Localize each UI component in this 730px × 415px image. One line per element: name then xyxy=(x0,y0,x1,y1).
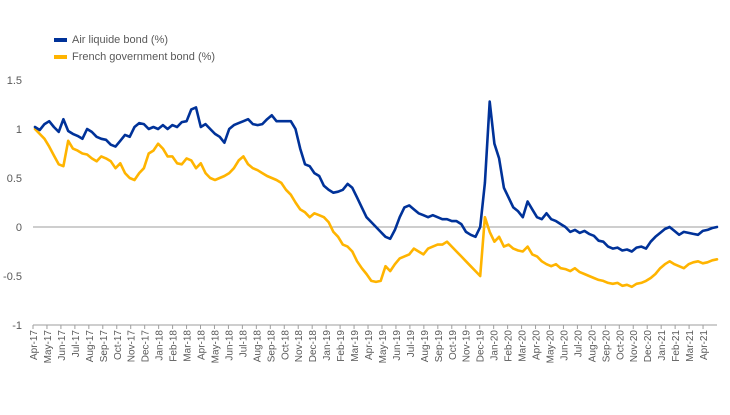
x-tick-label: Apr-19 xyxy=(364,330,375,360)
x-tick-label: Jan-18 xyxy=(155,330,166,361)
x-tick-label: Feb-20 xyxy=(504,330,515,362)
y-tick-label: 0.5 xyxy=(7,173,22,185)
x-tick-label: Nov-19 xyxy=(462,330,473,363)
x-tick-label: Jul-18 xyxy=(238,330,249,358)
x-tick-label: Apr-21 xyxy=(699,330,710,360)
x-tick-label: Sep-18 xyxy=(266,330,277,363)
x-tick-label: Apr-17 xyxy=(29,330,40,360)
x-tick-label: Dec-17 xyxy=(141,330,152,363)
x-tick-label: Nov-17 xyxy=(127,330,138,363)
series-line-french-government xyxy=(33,127,719,289)
x-tick-label: Jun-18 xyxy=(224,330,235,361)
x-tick-label: Aug-17 xyxy=(85,330,96,363)
x-tick-label: Mar-21 xyxy=(685,330,696,362)
y-tick-label: 1 xyxy=(16,124,22,136)
x-tick-label: Oct-20 xyxy=(615,330,626,360)
chart-legend: Air liquide bond (%) French government b… xyxy=(54,31,215,65)
x-tick-label: Feb-18 xyxy=(169,330,180,362)
legend-swatch-air-liquide xyxy=(54,37,67,42)
x-tick-label: Feb-19 xyxy=(336,330,347,362)
x-tick-label: Sep-20 xyxy=(601,330,612,363)
x-tick-label: May-19 xyxy=(378,330,389,364)
legend-item-air-liquide: Air liquide bond (%) xyxy=(54,31,215,48)
x-tick-label: Apr-20 xyxy=(532,330,543,360)
x-tick-label: Nov-18 xyxy=(294,330,305,363)
x-tick-label: Sep-19 xyxy=(434,330,445,363)
x-tick-label: May-20 xyxy=(545,330,556,364)
x-tick-label: Apr-18 xyxy=(197,330,208,360)
x-tick-label: May-17 xyxy=(43,330,54,364)
x-tick-label: May-18 xyxy=(210,330,221,364)
legend-label-air-liquide: Air liquide bond (%) xyxy=(72,33,168,46)
x-tick-label: Nov-20 xyxy=(629,330,640,363)
legend-swatch-french-government xyxy=(54,54,67,59)
x-tick-label: Mar-18 xyxy=(183,330,194,362)
x-tick-label: Jun-19 xyxy=(392,330,403,361)
x-tick-label: Jun-17 xyxy=(57,330,68,361)
y-tick-label: 1.5 xyxy=(7,75,22,87)
legend-label-french-government: French government bond (%) xyxy=(72,50,216,63)
y-tick-label: 0 xyxy=(16,222,22,234)
x-tick-label: Oct-17 xyxy=(113,330,124,360)
y-tick-label: -1 xyxy=(12,320,22,332)
x-tick-label: Jul-19 xyxy=(406,330,417,358)
x-tick-label: Aug-18 xyxy=(252,330,263,363)
x-tick-label: Aug-20 xyxy=(587,330,598,363)
x-tick-label: Jan-19 xyxy=(322,330,333,361)
x-tick-label: Dec-18 xyxy=(308,330,319,363)
x-tick-label: Jan-20 xyxy=(490,330,501,361)
x-tick-label: Mar-19 xyxy=(350,330,361,362)
x-tick-label: Sep-17 xyxy=(99,330,110,363)
series-line-air-liquide xyxy=(33,100,719,253)
x-tick-label: Oct-19 xyxy=(448,330,459,360)
x-tick-label: Jan-21 xyxy=(657,330,668,361)
legend-item-french-government: French government bond (%) xyxy=(54,48,215,65)
x-tick-label: Aug-19 xyxy=(420,330,431,363)
x-tick-label: Jun-20 xyxy=(559,330,570,361)
x-tick-label: Dec-20 xyxy=(643,330,654,363)
y-tick-label: -0.5 xyxy=(3,271,22,283)
x-tick-label: Dec-19 xyxy=(476,330,487,363)
x-tick-label: Mar-20 xyxy=(518,330,529,362)
x-tick-label: Jul-20 xyxy=(573,330,584,358)
x-tick-label: Feb-21 xyxy=(671,330,682,362)
x-tick-label: Oct-18 xyxy=(280,330,291,360)
x-tick-label: Jul-17 xyxy=(71,330,82,358)
